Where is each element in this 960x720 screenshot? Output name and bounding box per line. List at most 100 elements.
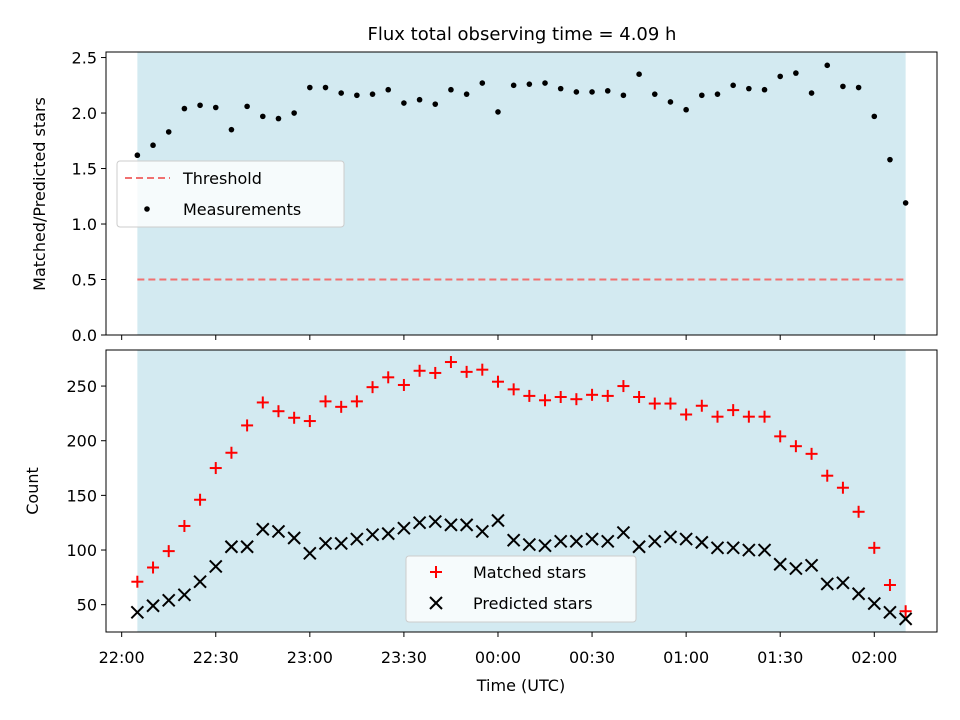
predicted-star-point	[522, 537, 537, 552]
legend-measurements-label: Measurements	[183, 200, 301, 219]
predicted-star-point	[224, 540, 239, 554]
matched-star-point	[680, 408, 693, 421]
matched-star-point	[209, 462, 222, 475]
chart-title: Flux total observing time = 4.09 h	[368, 24, 677, 45]
measurement-point	[322, 84, 329, 91]
y-axis-label: Matched/Predicted stars	[30, 97, 49, 291]
matched-star-point	[429, 366, 442, 379]
measurement-point	[589, 89, 595, 95]
matched-star-point	[319, 395, 332, 408]
predicted-star-point	[334, 536, 348, 551]
measurement-point	[557, 85, 564, 92]
predicted-star-point	[757, 543, 772, 557]
x-tick-label: 02:00	[851, 648, 897, 667]
measurement-point	[793, 70, 799, 76]
matched-star-point	[633, 391, 646, 403]
measurement-point	[495, 109, 501, 115]
matched-star-point	[256, 396, 269, 409]
measurement-point	[259, 113, 266, 120]
x-tick-label: 00:30	[569, 648, 615, 667]
predicted-star-point	[412, 515, 427, 530]
measurement-point	[526, 81, 533, 87]
matched-star-point	[241, 419, 254, 432]
y-tick-label: 250	[66, 377, 97, 396]
predicted-star-point	[538, 538, 552, 553]
y-tick-label: 50	[77, 596, 97, 615]
measurement-point	[385, 86, 392, 93]
measurement-point	[683, 106, 689, 113]
measurement-point	[777, 73, 784, 80]
matched-star-point	[554, 391, 567, 403]
matched-star-point	[350, 395, 363, 408]
predicted-star-point	[318, 536, 333, 551]
y-tick-label: 1.5	[72, 160, 97, 179]
measurement-point	[699, 92, 705, 99]
predicted-star-point	[695, 535, 709, 550]
y-tick-label: 1.0	[72, 215, 97, 234]
predicted-star-point	[130, 605, 145, 620]
predicted-star-point	[710, 541, 725, 555]
predicted-star-point	[475, 524, 490, 539]
predicted-star-point	[804, 558, 819, 573]
matched-star-point	[899, 605, 912, 618]
matched-star-point	[178, 519, 191, 532]
measurement-point	[463, 91, 470, 97]
predicted-star-point	[240, 540, 254, 554]
predicted-star-point	[679, 532, 693, 546]
legend: Threshold Measurements	[116, 160, 345, 228]
predicted-star-point	[836, 576, 850, 590]
measurement-point	[307, 84, 313, 91]
predicted-star-point	[162, 593, 176, 608]
measurement-point	[761, 86, 768, 93]
matched-star-point	[586, 388, 599, 401]
ratio-panel: Flux total observing time = 4.09 h 0.00.…	[30, 24, 938, 345]
measurements-points-layer	[134, 62, 909, 206]
measurement-point	[181, 105, 188, 112]
matched-stars-layer	[131, 356, 912, 618]
predicted-star-point	[820, 577, 834, 591]
matched-star-point	[883, 579, 896, 591]
matched-star-point	[162, 545, 175, 558]
predicted-star-point	[303, 546, 317, 561]
matched-star-point	[382, 371, 395, 384]
matched-star-point	[789, 440, 802, 453]
measurement-point	[636, 71, 642, 77]
y-tick-label: 100	[66, 541, 97, 560]
matched-star-point	[774, 430, 787, 443]
matched-star-point	[742, 410, 755, 423]
measurement-point	[855, 84, 862, 91]
legend-matched-label: Matched stars	[473, 563, 586, 582]
predicted-star-point	[789, 561, 803, 576]
matched-star-point	[821, 469, 834, 482]
measurement-point	[197, 102, 203, 109]
measurement-point	[416, 96, 423, 103]
x-tick-label: 22:30	[193, 648, 239, 667]
matched-star-point	[272, 405, 285, 418]
measurement-point	[651, 91, 658, 97]
measurement-point	[338, 90, 344, 96]
y-axis-ticks: 0.0 0.5 1.0 1.5 2.0 2.5	[72, 49, 106, 345]
measurement-point	[212, 104, 219, 111]
predicted-star-point	[569, 534, 584, 548]
measurement-point	[244, 103, 250, 110]
matched-star-point	[507, 383, 520, 396]
legend-predicted-marker	[429, 596, 443, 610]
measurement-point	[291, 110, 297, 116]
matched-star-point	[491, 375, 504, 388]
predicted-star-point	[350, 532, 364, 546]
measurement-point	[808, 90, 815, 96]
measurement-point	[275, 115, 282, 122]
measurement-point	[573, 89, 580, 95]
matched-star-point	[366, 381, 379, 394]
measurement-point	[432, 101, 439, 107]
predicted-star-point	[271, 524, 286, 539]
measurement-point	[134, 152, 141, 159]
predicted-star-point	[601, 534, 615, 548]
measurement-point	[887, 156, 893, 163]
x-tick-label: 23:30	[381, 648, 427, 667]
matched-star-point	[147, 561, 160, 574]
matched-star-point	[664, 397, 677, 410]
x-tick-label: 01:30	[757, 648, 803, 667]
measurement-point	[448, 86, 454, 93]
predicted-star-point	[726, 541, 740, 555]
